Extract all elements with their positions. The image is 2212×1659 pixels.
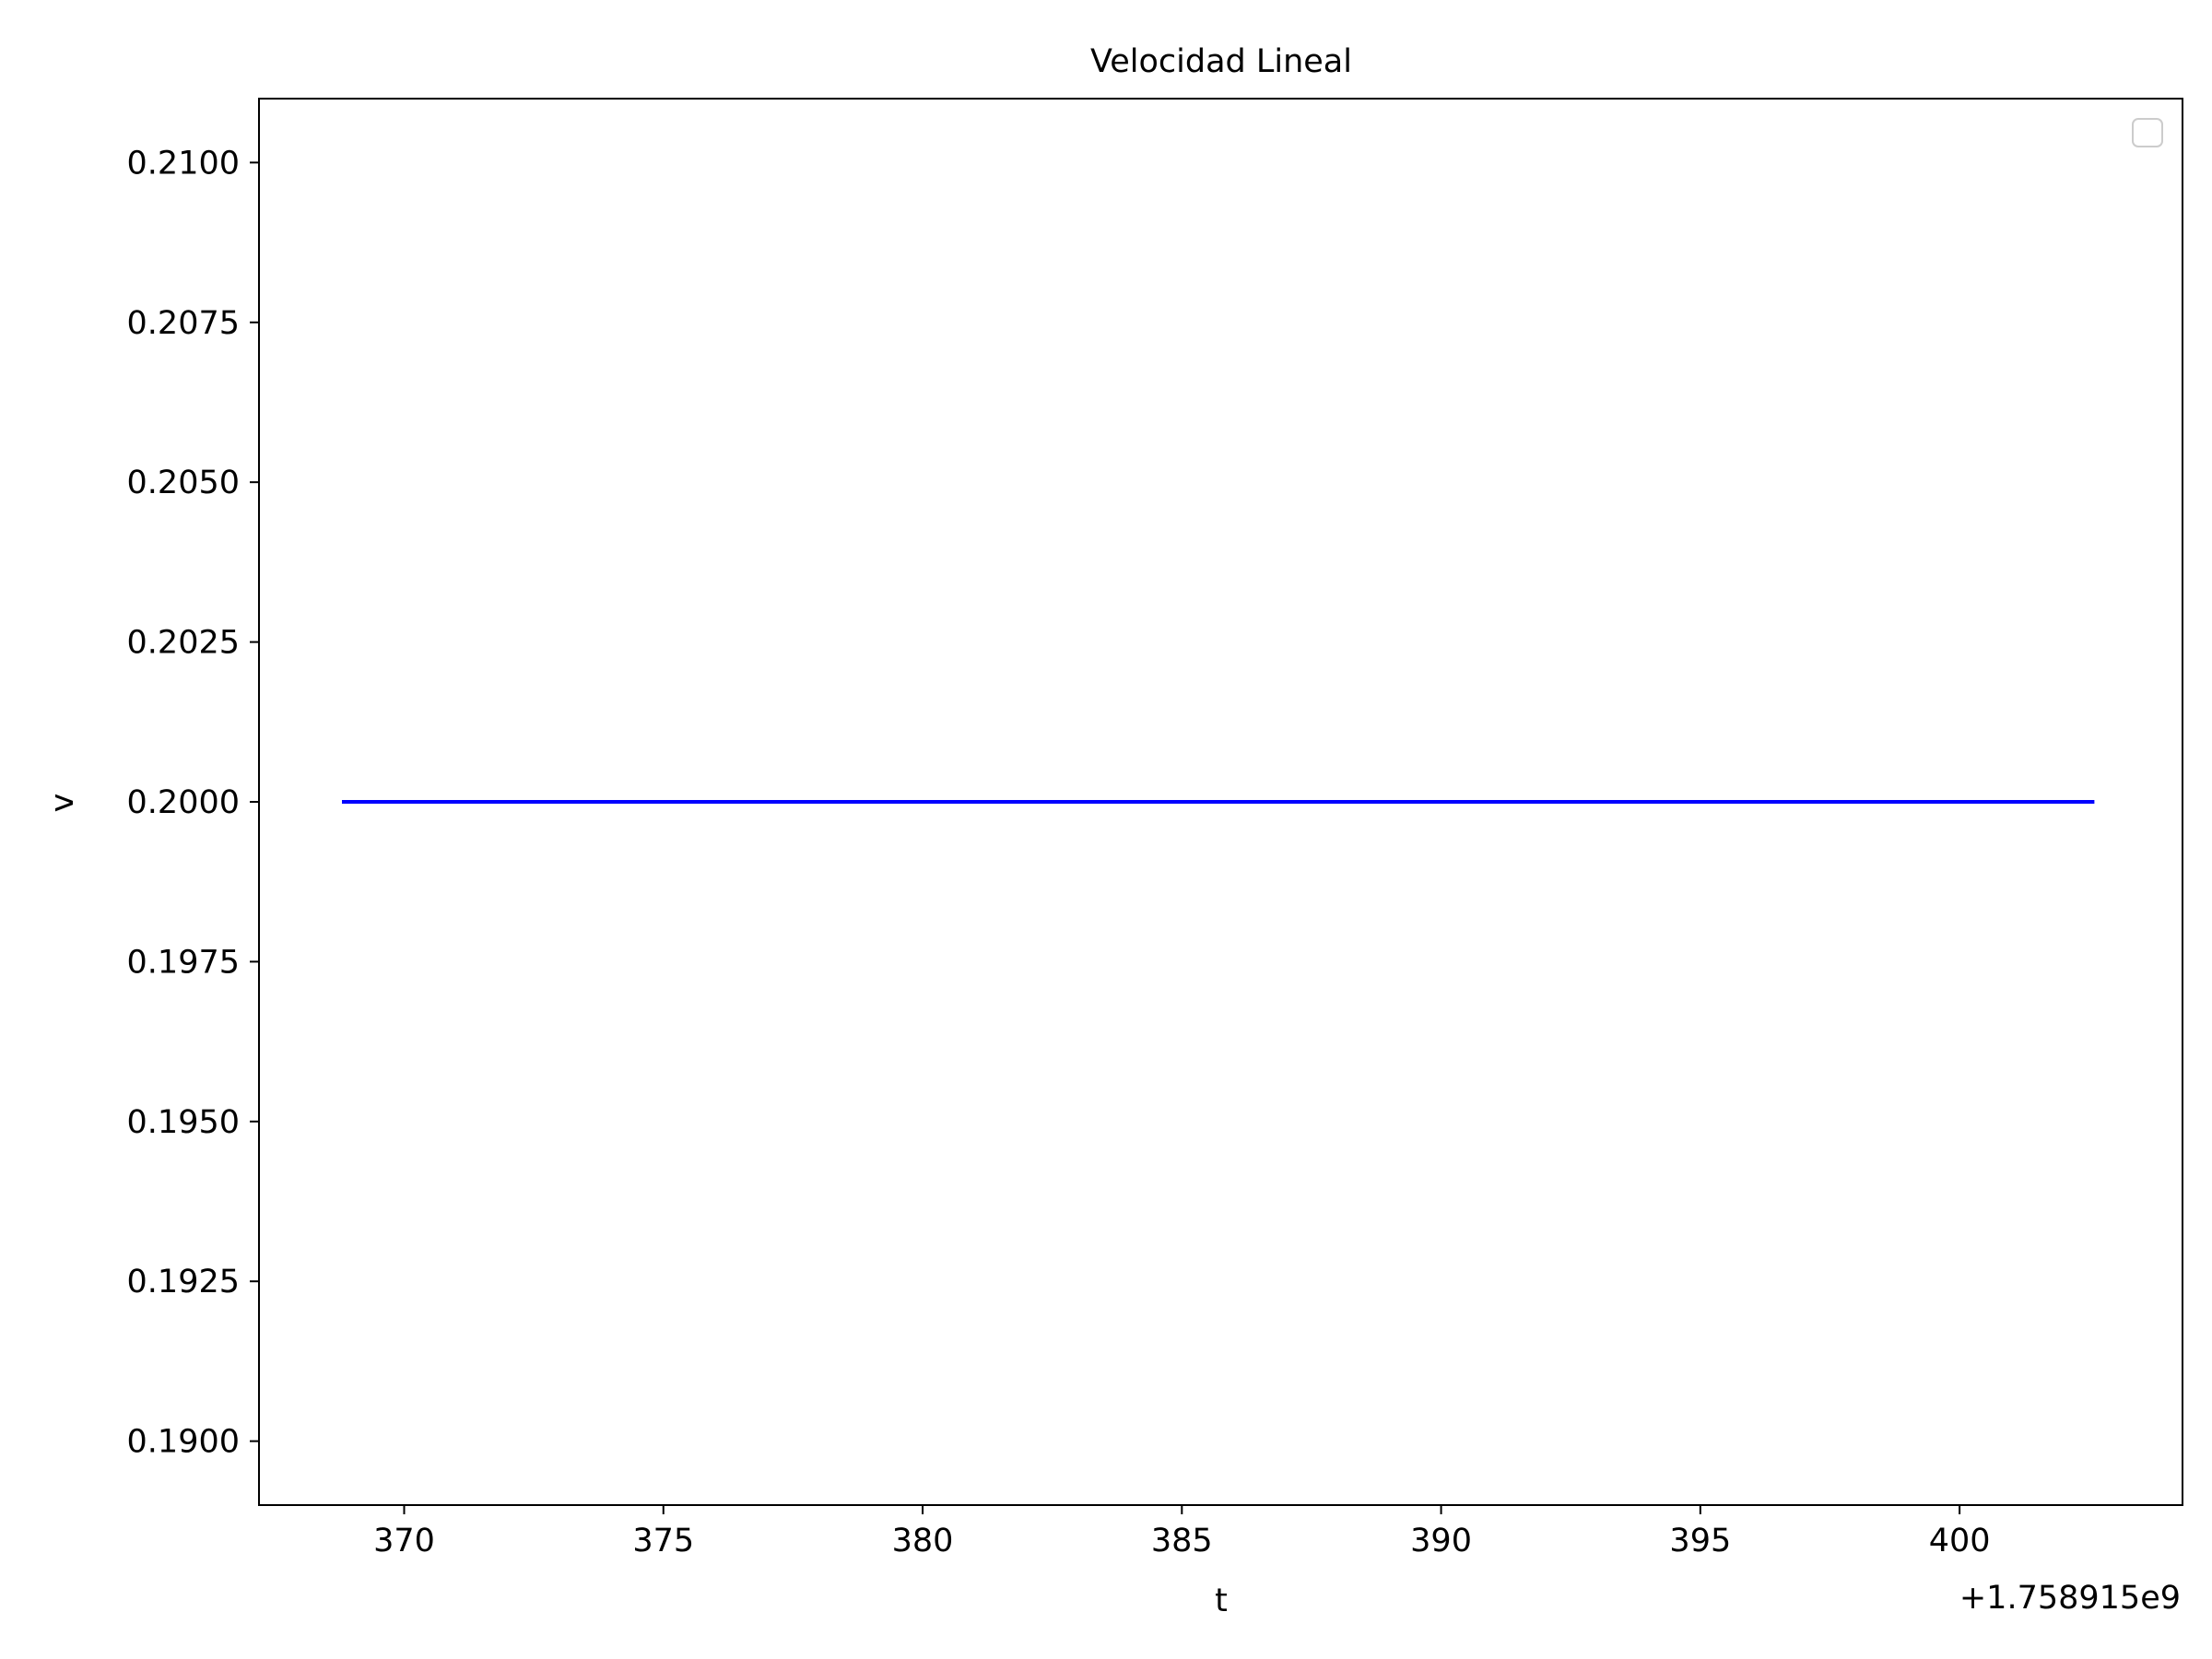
y-axis-ticks: 0.1900 0.1925 0.1950 0.1975 0.2000 0.2025 0.20… [127,145,259,1461]
y-tick-label: 0.1975 [127,944,240,981]
x-axis-offset-label: +1.758915e9 [1959,1580,2181,1617]
y-tick-label: 0.2025 [127,625,240,662]
y-tick-label: 0.2000 [127,784,240,821]
y-tick-label: 0.1900 [127,1424,240,1461]
x-tick-label: 400 [1929,1523,1991,1559]
x-axis-ticks: 370 375 380 385 390 395 400 [373,1505,1991,1559]
plot-frame [258,98,2183,1506]
y-tick-label: 0.1925 [127,1264,240,1300]
x-tick-label: 380 [892,1523,954,1559]
x-tick-label: 385 [1151,1523,1213,1559]
x-tick-label: 370 [373,1523,435,1559]
y-tick-label: 0.1950 [127,1104,240,1141]
x-axis-label: t [1215,1583,1228,1619]
y-axis-label: v [44,794,81,813]
y-tick-label: 0.2075 [127,305,240,342]
x-tick-label: 390 [1410,1523,1472,1559]
y-tick-label: 0.2050 [127,465,240,501]
x-tick-label: 375 [632,1523,694,1559]
x-tick-label: 395 [1669,1523,1731,1559]
legend-box [2132,118,2163,147]
chart-title: Velocidad Lineal [1090,43,1352,80]
y-tick-label: 0.2100 [127,145,240,182]
